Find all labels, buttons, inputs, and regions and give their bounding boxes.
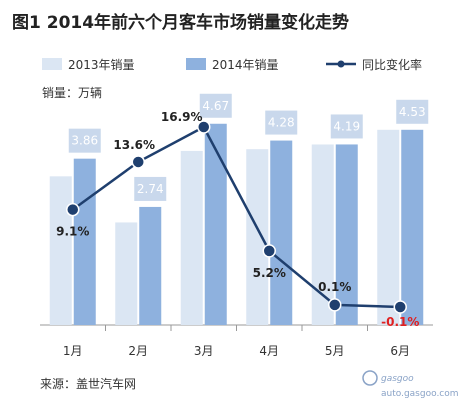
watermark: gasgoo auto.gasgoo.com: [362, 370, 459, 399]
bar-label-box: [396, 99, 429, 124]
source-text: 来源：盖世汽车网: [40, 376, 136, 391]
plot-area: 3.86 1月 2.74 2月 4.67 3月 4.28 4月 4.19 5月 4.53 6月 9.1%…: [40, 93, 433, 358]
bar-value-label: 2.74: [137, 182, 164, 196]
rate-line: [72, 125, 401, 309]
bar-value-label: 4.19: [333, 119, 360, 133]
bar-2013: [377, 129, 400, 325]
bar-label-box: [199, 93, 232, 118]
rate-marker: [262, 244, 276, 258]
legend-label-2014: 2014年销量: [212, 58, 279, 72]
bar-value-label: 4.53: [399, 105, 426, 119]
rate-label: -0.1%: [381, 315, 419, 329]
bar-2013: [115, 222, 138, 325]
bar-label-box: [134, 176, 167, 201]
watermark-logo-icon: [362, 370, 378, 386]
category-label: 4月: [259, 344, 279, 358]
rate-marker: [66, 202, 80, 217]
category-label: 2月: [128, 344, 148, 358]
bar-value-label: 4.67: [202, 99, 229, 113]
chart-title: 图1 2014年前六个月客车市场销量变化走势: [12, 12, 349, 33]
rate-marker: [393, 300, 407, 314]
rate-label: 0.1%: [318, 280, 351, 294]
category-label: 6月: [390, 344, 410, 358]
bar-2013: [49, 176, 72, 325]
category-label: 5月: [325, 344, 345, 358]
bar-2014: [204, 123, 227, 325]
bar-2014: [139, 206, 162, 325]
rate-label: 9.1%: [56, 225, 89, 239]
bar-value-label: 3.86: [71, 134, 98, 148]
bar-2013: [246, 149, 269, 325]
bar-2014: [270, 140, 293, 325]
legend-marker-rate: [337, 60, 345, 68]
bar-label-box: [265, 110, 298, 135]
rate-marker: [197, 120, 211, 134]
legend: 2013年销量 2014年销量 同比变化率: [42, 57, 422, 72]
bar-2013: [311, 144, 334, 325]
rate-marker: [328, 298, 342, 312]
unit-label: 销量：万辆: [42, 86, 102, 100]
rate-label: 13.6%: [113, 138, 155, 152]
watermark-logo-text: gasgoo: [381, 374, 414, 384]
rate-marker: [131, 155, 145, 169]
category-label: 1月: [63, 344, 83, 358]
bar-value-label: 4.28: [268, 116, 295, 130]
legend-swatch-2014: [186, 58, 206, 70]
legend-label-2013: 2013年销量: [68, 58, 135, 72]
legend-swatch-2013: [42, 58, 62, 70]
bar-label-box: [68, 128, 101, 153]
bar-2014: [401, 129, 424, 325]
rate-label: 16.9%: [161, 110, 203, 124]
legend-label-rate: 同比变化率: [362, 57, 422, 72]
bar-2013: [180, 150, 203, 325]
rate-label: 5.2%: [253, 266, 286, 280]
watermark-text: auto.gasgoo.com: [381, 389, 459, 399]
bar-label-box: [330, 114, 363, 139]
bar-2014: [335, 144, 358, 325]
category-label: 3月: [194, 344, 214, 358]
bar-2014: [73, 158, 96, 325]
